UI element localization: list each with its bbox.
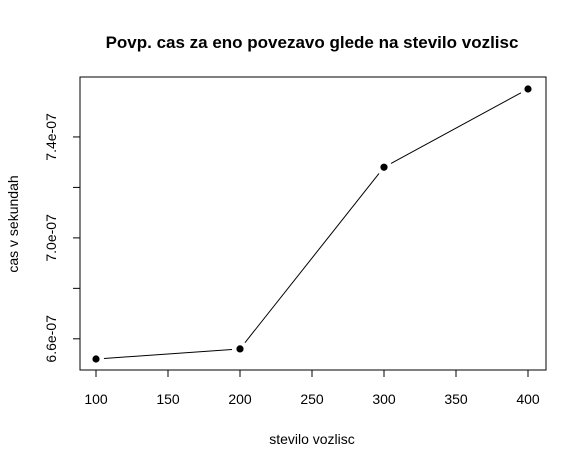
data-point-200 [236,345,244,353]
data-point-400 [524,85,532,93]
y-axis: 6.6e-07 7.0e-07 7.4e-07 [43,113,80,363]
x-tick-label-400: 400 [516,391,540,407]
data-point-100 [92,355,100,363]
plot-frame [79,76,547,371]
x-axis: 100 150 200 250 300 350 400 [84,370,540,407]
series-points [92,85,532,363]
x-axis-label: stevilo vozlisc [269,431,355,447]
data-point-300 [380,163,388,171]
x-tick-label-100: 100 [84,391,108,407]
series-segment-0-0 [103,348,233,359]
y-tick-label-4: 7.4e-07 [43,113,59,161]
series-segment-0-1 [244,173,380,343]
x-tick-label-350: 350 [444,391,468,407]
series-segment-0-2 [390,92,522,164]
y-tick-label-0: 6.6e-07 [43,315,59,363]
x-tick-label-200: 200 [228,391,252,407]
y-tick-label-2: 7.0e-07 [43,214,59,262]
x-tick-label-250: 250 [300,391,324,407]
x-tick-label-300: 300 [372,391,396,407]
chart-title: Povp. cas za eno povezavo glede na stevi… [106,33,519,52]
series-lines [103,92,522,359]
y-axis-label: cas v sekundah [5,175,21,272]
x-tick-label-150: 150 [156,391,180,407]
